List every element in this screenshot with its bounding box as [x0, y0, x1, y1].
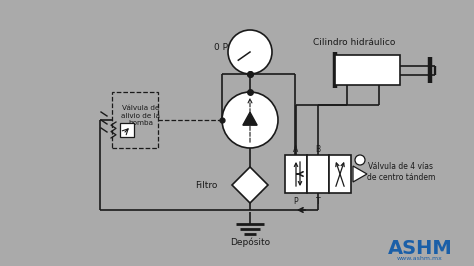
Polygon shape [243, 112, 257, 125]
Circle shape [222, 92, 278, 148]
Circle shape [228, 30, 272, 74]
Polygon shape [232, 167, 268, 203]
Bar [329, 155, 351, 193]
Text: Válvula de 4 vías: Válvula de 4 vías [368, 162, 434, 171]
Text: Depósito: Depósito [230, 237, 270, 247]
Text: 0 PSI: 0 PSI [214, 43, 236, 52]
Polygon shape [353, 166, 367, 182]
Text: Bomba: Bomba [234, 123, 266, 132]
Text: Filtro: Filtro [196, 181, 218, 189]
Text: P: P [294, 197, 298, 206]
Text: T: T [316, 197, 320, 206]
Circle shape [355, 155, 365, 165]
Text: de centro tándem: de centro tándem [367, 173, 435, 182]
Text: ASHM: ASHM [388, 239, 452, 257]
Text: A: A [293, 146, 299, 155]
Text: Válvula de
alivio de la
bomba: Válvula de alivio de la bomba [121, 105, 161, 126]
Bar [120, 123, 134, 137]
Text: www.ashm.mx: www.ashm.mx [397, 256, 443, 260]
Text: B: B [315, 146, 320, 155]
Bar [285, 155, 307, 193]
Text: Cilindro hidráulico: Cilindro hidráulico [313, 38, 396, 47]
Bar [307, 155, 329, 193]
Bar [335, 55, 400, 85]
